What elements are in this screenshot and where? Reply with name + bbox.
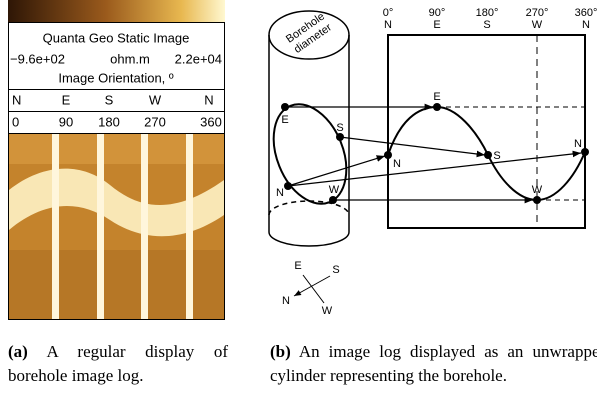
degree-label: 360° xyxy=(575,7,597,19)
degree: 270 xyxy=(144,114,166,129)
caption-label: (b) xyxy=(270,342,291,361)
direction: W xyxy=(532,19,543,31)
panel-b: Borehole diameter 0° 90° 180° 270° 360° … xyxy=(260,7,597,317)
scale-min: −9.6e+02 xyxy=(10,51,65,66)
direction: E xyxy=(433,19,440,31)
cylinder-bottom xyxy=(269,232,349,246)
point-label: N xyxy=(276,187,284,199)
direction: N xyxy=(204,92,213,107)
direction: N xyxy=(384,19,392,31)
point-label: E xyxy=(281,114,288,126)
direction: N xyxy=(582,19,590,31)
degree: 0 xyxy=(12,114,19,129)
orientation-label: Image Orientation, º xyxy=(58,70,174,85)
caption-a: (a) A regular display of borehole image … xyxy=(8,340,228,388)
scale-max: 2.2e+04 xyxy=(175,51,222,66)
point-label: W xyxy=(329,184,340,196)
point-label: N xyxy=(393,158,401,170)
caption-text: A regular display of borehole image log. xyxy=(8,342,228,385)
point-label: N xyxy=(574,138,582,150)
panel-a: Quanta Geo Static Image −9.6e+02 ohm.m 2… xyxy=(8,0,225,320)
point-label: W xyxy=(532,184,543,196)
direction: S xyxy=(483,19,490,31)
compass-line xyxy=(294,276,330,296)
compass-label: W xyxy=(322,305,333,317)
degree-label: 270° xyxy=(526,7,549,19)
caption-b: (b) An image log displayed as an unwrapp… xyxy=(270,340,597,388)
degree: 90 xyxy=(59,114,73,129)
compass-label: N xyxy=(282,295,290,307)
direction: E xyxy=(62,92,71,107)
direction: W xyxy=(149,92,162,107)
direction: N xyxy=(12,92,21,107)
degree: 180 xyxy=(98,114,120,129)
degree-label: 90° xyxy=(429,7,446,19)
compass-label: E xyxy=(294,260,301,272)
color-bar xyxy=(8,0,225,22)
degree-label: 180° xyxy=(476,7,499,19)
figure: Quanta Geo Static Image −9.6e+02 ohm.m 2… xyxy=(0,0,597,330)
fracture-ellipse xyxy=(260,93,360,214)
point-label: S xyxy=(336,122,343,134)
caption-text: An image log displayed as an unwrapped c… xyxy=(270,342,597,385)
borehole-image xyxy=(9,134,224,319)
point-label: S xyxy=(493,150,500,162)
direction: S xyxy=(105,92,114,107)
unwrapped-frame xyxy=(388,35,585,228)
compass-label: S xyxy=(332,264,339,276)
scale-unit: ohm.m xyxy=(110,51,150,66)
hidden-edge xyxy=(269,201,349,215)
image-title: Quanta Geo Static Image xyxy=(43,30,190,45)
degree: 360 xyxy=(200,114,222,129)
point-label: E xyxy=(433,91,440,103)
caption-label: (a) xyxy=(8,342,28,361)
page: Quanta Geo Static Image −9.6e+02 ohm.m 2… xyxy=(0,0,597,413)
degree-label: 0° xyxy=(383,7,394,19)
